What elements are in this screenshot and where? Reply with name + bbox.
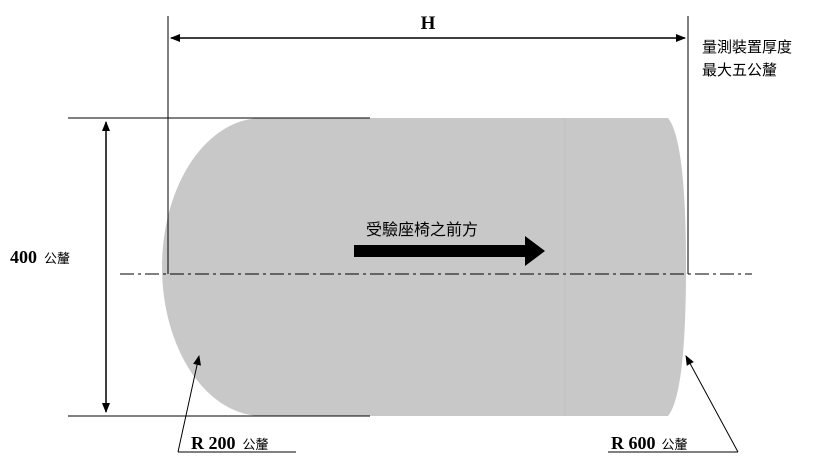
r600-unit: 公釐 — [662, 438, 688, 453]
r200-leader-line — [177, 355, 201, 453]
r600-value: R 600 — [611, 433, 656, 453]
thickness-note-line2: 最大五公釐 — [702, 61, 777, 79]
r200-value: R 200 — [191, 433, 236, 453]
height-dimension-unit: 公釐 — [44, 252, 70, 267]
height-dimension-value: 400 — [10, 247, 37, 267]
r200-unit: 公釐 — [243, 438, 269, 453]
r200-label: R 200 公釐 — [191, 433, 269, 453]
thickness-note-line1: 量測裝置厚度 — [702, 38, 792, 56]
direction-arrow — [354, 236, 545, 266]
height-dimension-label: 400 公釐 — [10, 247, 70, 267]
direction-label: 受驗座椅之前方 — [366, 220, 478, 239]
r600-label: R 600 公釐 — [611, 433, 688, 453]
device-body-shape — [162, 118, 686, 416]
h-dimension-label: H — [421, 13, 436, 34]
r600-leader-line — [685, 355, 739, 453]
